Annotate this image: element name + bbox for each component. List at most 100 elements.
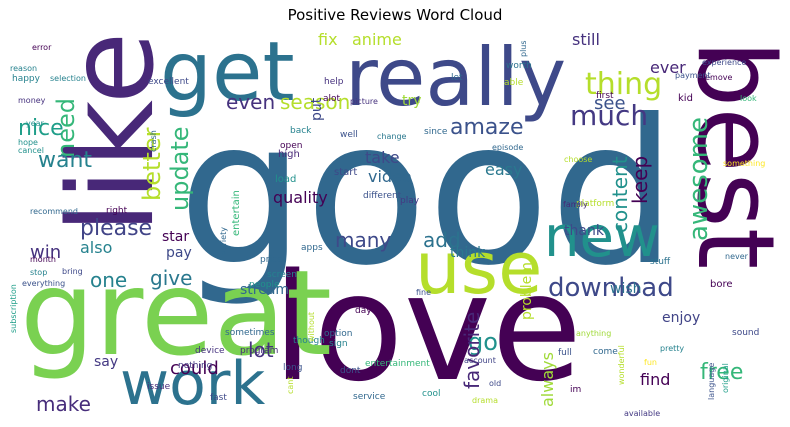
cloud-word: payment <box>675 71 711 80</box>
cloud-word: family <box>563 200 588 209</box>
cloud-word: win <box>30 242 62 263</box>
cloud-word: thank <box>564 223 604 239</box>
cloud-word: stream <box>240 282 290 298</box>
cloud-word: fast <box>210 393 227 403</box>
cloud-word: cool <box>422 389 441 399</box>
cloud-word: help <box>324 77 344 87</box>
cloud-word: pretty <box>660 344 685 353</box>
cloud-word: hope <box>18 138 38 147</box>
cloud-word: happy <box>12 74 40 84</box>
cloud-word: wish <box>610 281 642 297</box>
cloud-word: download <box>548 273 674 303</box>
cloud-word: come <box>593 347 618 357</box>
cloud-word: entertain <box>231 190 242 236</box>
cloud-word: high <box>278 149 300 160</box>
cloud-word: issue <box>147 382 171 392</box>
cloud-word: enjoy <box>662 310 701 326</box>
cloud-word: get <box>160 32 295 120</box>
cloud-word: look <box>740 94 757 103</box>
cloud-word: load <box>275 174 297 185</box>
cloud-word: nothing <box>178 361 213 371</box>
cloud-word: amaze <box>450 115 524 140</box>
cloud-word: im <box>570 385 582 395</box>
cloud-word: say <box>94 354 119 370</box>
cloud-word: fun <box>644 358 657 367</box>
cloud-word: new <box>544 205 660 270</box>
cloud-word: please <box>80 216 153 241</box>
word-cloud: good love great like get really best use new work… <box>10 32 780 417</box>
cloud-word: money <box>18 96 46 105</box>
cloud-word: always <box>538 352 557 407</box>
cloud-word: update <box>166 126 194 211</box>
cloud-word: day <box>355 306 372 316</box>
cloud-word: many <box>335 228 392 252</box>
cloud-word: selection <box>50 74 86 83</box>
cloud-word: crash <box>149 130 158 152</box>
cloud-word: bore <box>710 279 733 290</box>
cloud-word: put <box>309 97 325 121</box>
cloud-word: screen <box>267 270 297 280</box>
cloud-word: variety <box>219 227 228 255</box>
cloud-word: reason <box>10 64 38 73</box>
cloud-word: find <box>640 370 671 389</box>
cloud-word: year <box>26 119 44 128</box>
cloud-word: picture <box>350 97 378 106</box>
cloud-word: nice <box>18 116 64 141</box>
cloud-word: see <box>594 93 626 114</box>
page-title: Positive Reviews Word Cloud <box>287 6 503 24</box>
cloud-word: video <box>368 167 412 186</box>
cloud-word: let <box>451 73 463 83</box>
cloud-word: even <box>226 90 276 114</box>
cloud-word: something <box>723 159 766 168</box>
cloud-word: full <box>558 348 572 358</box>
cloud-word: easy <box>485 160 523 179</box>
cloud-word: price <box>260 255 283 265</box>
cloud-word: sound <box>732 328 760 338</box>
cloud-word: much <box>570 99 649 132</box>
cloud-word: original <box>721 363 730 393</box>
cloud-word: apps <box>301 243 323 253</box>
cloud-word: one <box>90 268 128 292</box>
cloud-word: right <box>106 206 128 216</box>
cloud-word: well <box>340 130 358 140</box>
cloud-word: pay <box>166 245 192 261</box>
cloud-word: good <box>178 77 677 310</box>
cloud-word: work <box>120 349 266 417</box>
cloud-word: recommend <box>30 207 78 216</box>
cloud-word: ever <box>650 58 686 77</box>
cloud-word: different <box>363 191 402 201</box>
cloud-word: take <box>365 148 400 167</box>
cloud-word: play <box>400 196 420 206</box>
cloud-word: go <box>468 328 498 356</box>
cloud-word: excellent <box>148 77 189 87</box>
cloud-word: experience <box>702 58 747 67</box>
cloud-word: dont <box>340 366 361 376</box>
cloud-word: month <box>30 255 56 264</box>
cloud-word: drama <box>472 396 498 405</box>
cloud-word: change <box>377 132 407 141</box>
cloud-word: star <box>162 229 190 245</box>
cloud-word: everything <box>22 279 66 288</box>
cloud-word: platform <box>576 199 615 209</box>
cloud-word: really <box>345 32 567 124</box>
cloud-word: sign <box>329 339 348 349</box>
cloud-word: use <box>415 226 543 310</box>
cloud-word: language <box>707 362 716 400</box>
cloud-word: account <box>464 356 496 365</box>
cloud-word: love <box>272 242 583 414</box>
cloud-word: fix <box>318 32 338 49</box>
cloud-word: want <box>38 148 93 173</box>
cloud-word: content <box>608 156 632 233</box>
cloud-word: entertainment <box>365 359 430 369</box>
cloud-word: old <box>489 379 502 388</box>
cloud-word: without <box>307 311 316 342</box>
cloud-word: kid <box>678 93 693 104</box>
cloud-word: able <box>504 78 524 88</box>
cloud-word: make <box>36 392 91 416</box>
cloud-word: sometimes <box>225 328 275 338</box>
cloud-word: subscription <box>10 284 18 333</box>
cloud-word: device <box>195 346 225 356</box>
cloud-word: add <box>423 228 461 252</box>
cloud-word: episode <box>492 143 524 152</box>
cloud-word: still <box>572 32 600 49</box>
